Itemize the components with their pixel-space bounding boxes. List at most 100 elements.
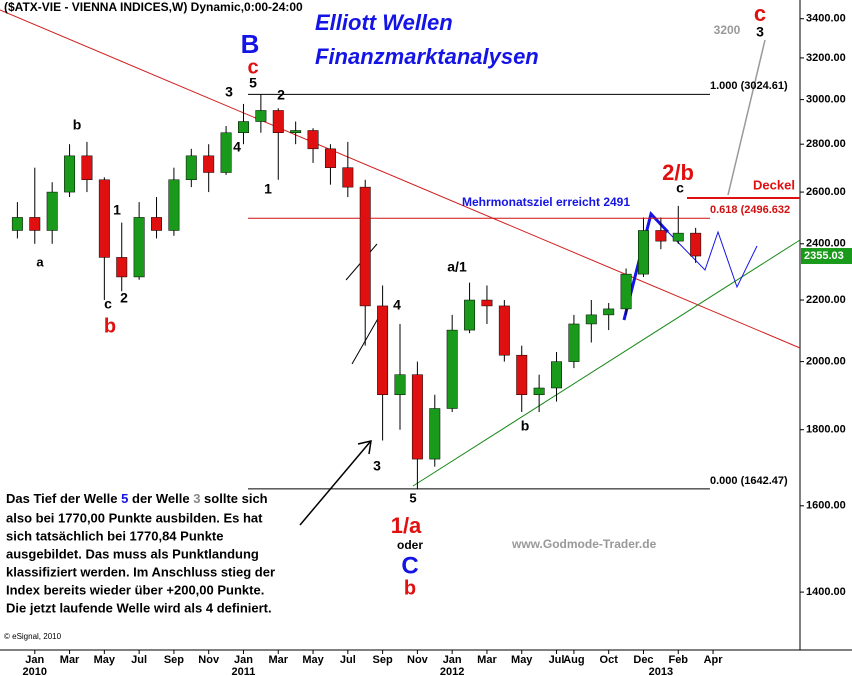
candle-body: [690, 232, 702, 257]
note-line: also bei 1770,00 Punkte ausbilden. Es ha…: [6, 510, 263, 525]
wave-label: 2: [120, 290, 128, 306]
candle-body: [238, 121, 249, 134]
last-price-label: 2355.03: [804, 250, 844, 262]
candle-body: [603, 308, 615, 316]
candle-body: [446, 329, 458, 409]
candle-body: [498, 305, 510, 356]
y-tick-label: 2000.00: [806, 356, 846, 368]
x-tick-label: Jul: [131, 654, 147, 666]
x-tick-label: Apr: [704, 654, 724, 666]
wave-label: c: [676, 180, 684, 196]
note-line: Die jetzt laufende Welle wird als 4 defi…: [6, 600, 272, 615]
fib-label: 1.000 (3024.61): [710, 80, 788, 92]
wave-label: C: [401, 552, 418, 579]
x-tick-label: Nov: [198, 654, 220, 666]
x-tick-label: Mar: [477, 654, 497, 666]
wave-label: 2/b: [662, 160, 694, 185]
wave-label: c: [247, 56, 258, 78]
note-text: Das Tief der Welle: [6, 491, 118, 506]
candle-body: [377, 305, 389, 396]
wave-label: 3: [756, 24, 764, 40]
note-text: 3: [193, 491, 200, 506]
candle-body: [359, 186, 371, 307]
x-tick-label: Jan: [234, 654, 253, 666]
wave-label: 1/a: [391, 513, 422, 538]
last-price-tag: [801, 248, 852, 265]
note-line: Index bereits wieder über +200,00 Punkte…: [6, 582, 264, 597]
watermark: www.Godmode-Trader.de: [511, 537, 657, 551]
wave-label: 4: [233, 139, 241, 155]
candle-body: [220, 132, 232, 173]
wave-label: Deckel: [753, 177, 795, 192]
wave-label: oder: [397, 538, 423, 552]
projection-gray: [727, 39, 766, 196]
wave-label: 1: [113, 202, 121, 218]
note-line: ausgebildet. Das muss als Punktlandung: [6, 546, 259, 561]
wave-label: b: [521, 418, 530, 434]
candle-body: [551, 361, 562, 389]
wave-label: b: [104, 315, 116, 337]
candle-body: [307, 130, 319, 150]
wave-label: a/1: [447, 259, 467, 275]
wave-label: 1: [264, 181, 272, 197]
wave-label: c: [104, 296, 112, 312]
y-tick-label: 3400.00: [806, 13, 846, 25]
candle-body: [672, 232, 684, 242]
candle-body: [11, 217, 23, 231]
x-tick-label: May: [302, 654, 324, 666]
projection-path: [667, 230, 758, 289]
y-tick-label: 3200.00: [806, 52, 846, 64]
note-line: sich tatsächlich bei 1770,84 Punkte: [6, 528, 224, 543]
y-tick-label: 1800.00: [806, 424, 846, 436]
candle-body: [620, 273, 632, 310]
candle-body: [203, 155, 215, 173]
y-tick-label: 2400.00: [806, 238, 846, 250]
y-tick-label: 1400.00: [806, 586, 846, 598]
candle-body: [290, 130, 302, 134]
note-text: 5: [121, 491, 128, 506]
candle-body: [64, 155, 76, 193]
arrow: [299, 441, 371, 526]
x-year-label: 2010: [23, 666, 47, 676]
y-tick-label: 2800.00: [806, 138, 846, 150]
candle-body: [116, 257, 128, 278]
candle-body: [255, 110, 267, 122]
x-tick-label: Dec: [633, 654, 653, 666]
x-year-label: 2012: [440, 666, 464, 676]
wave-label: 5: [409, 490, 416, 505]
candle-body: [98, 179, 110, 258]
candle-body: [185, 155, 197, 181]
x-tick-label: May: [94, 654, 116, 666]
heading: Elliott Wellen: [315, 10, 453, 35]
candle-body: [272, 110, 284, 134]
wave-label: b: [73, 117, 82, 133]
chart-title: ($ATX-VIE - VIENNA INDICES,W) Dynamic,0:…: [4, 0, 303, 14]
wave-label: Mehrmonatsziel erreicht 2491: [462, 195, 630, 209]
candle-body: [481, 299, 493, 307]
y-tick-label: 3000.00: [806, 94, 846, 106]
candle-body: [133, 217, 145, 278]
note-text: sollte sich: [204, 491, 268, 506]
wave-label: 3: [373, 458, 381, 474]
note-text: der Welle: [132, 491, 190, 506]
x-year-label: 2013: [649, 666, 673, 676]
projection-line: [622, 210, 670, 321]
wave-label: c: [754, 1, 766, 26]
candle-body: [585, 314, 597, 325]
x-tick-label: Jan: [443, 654, 462, 666]
arrow-head: [357, 440, 372, 455]
candle-body: [429, 408, 441, 460]
x-tick-label: Feb: [668, 654, 688, 666]
y-tick-label: 1600.00: [806, 500, 846, 512]
x-year-label: 2011: [232, 666, 256, 676]
down-trend-line: [0, 9, 801, 349]
x-tick-label: Sep: [164, 654, 184, 666]
wave-label: b: [404, 577, 416, 599]
x-tick-label: Jul: [340, 654, 356, 666]
x-tick-label: Jan: [25, 654, 44, 666]
candle-body: [29, 217, 41, 231]
plot-area: [11, 94, 702, 490]
heading: Finanzmarktanalysen: [315, 44, 539, 69]
